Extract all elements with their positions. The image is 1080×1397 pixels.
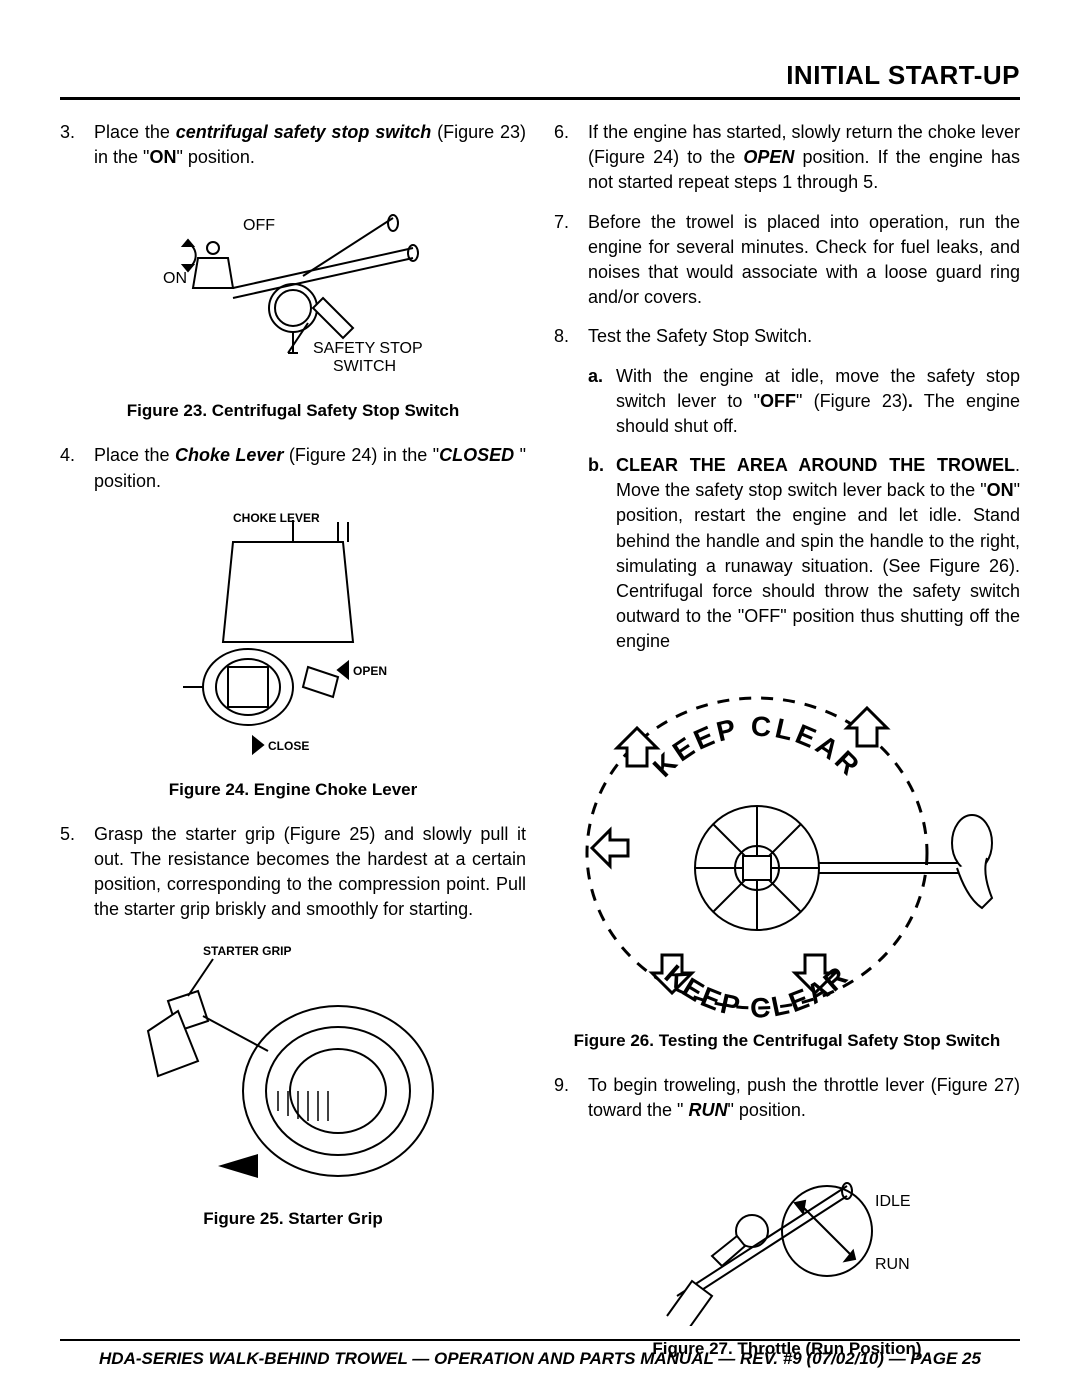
label-starter-grip: STARTER GRIP [203, 944, 291, 958]
content-columns: 3. Place the centrifugal safety stop swi… [60, 120, 1020, 1381]
term: ON [987, 480, 1014, 500]
sub-body: With the engine at idle, move the safety… [616, 364, 1020, 440]
step-body: Before the trowel is placed into operati… [588, 210, 1020, 311]
term: centrifugal safety stop switch [176, 122, 432, 142]
term: RUN [688, 1100, 727, 1120]
label-choke-lever: CHOKE LEVER [233, 512, 320, 525]
step-8b: b. CLEAR THE AREA AROUND THE TROWEL. Mov… [588, 453, 1020, 655]
text: " position. [727, 1100, 805, 1120]
label-idle: IDLE [875, 1193, 911, 1210]
keep-clear-top: KEEP CLEAR [647, 710, 867, 782]
label-close: CLOSE [268, 739, 309, 753]
svg-text:KEEP CLEAR: KEEP CLEAR [647, 710, 867, 782]
term: CLOSED [439, 445, 519, 465]
left-column: 3. Place the centrifugal safety stop swi… [60, 120, 526, 1381]
step-3: 3. Place the centrifugal safety stop swi… [60, 120, 526, 170]
step-8a: a. With the engine at idle, move the saf… [588, 364, 1020, 440]
step-number: 9. [554, 1073, 588, 1123]
step-9: 9. To begin troweling, push the throttle… [554, 1073, 1020, 1123]
step-body: Test the Safety Stop Switch. [588, 324, 1020, 349]
figure-24: CHOKE LEVER OPEN CLOSE Figure 24. Engine… [60, 512, 526, 800]
svg-text:KEEP CLEAR: KEEP CLEAR [659, 958, 856, 1017]
label-run: RUN [875, 1256, 910, 1273]
step-body: Place the Choke Lever (Figure 24) in the… [94, 443, 526, 493]
text: " position, restart the engine and let i… [616, 480, 1020, 651]
step-body: If the engine has started, slowly return… [588, 120, 1020, 196]
text: Place the [94, 445, 175, 465]
figure-26: KEEP CLEAR KEEP CLEAR Figure 26. Testing… [554, 673, 1020, 1051]
label-open: OPEN [353, 664, 387, 678]
step-number: 6. [554, 120, 588, 196]
figure-25-caption: Figure 25. Starter Grip [60, 1209, 526, 1229]
step-body: Grasp the starter grip (Figure 25) and s… [94, 822, 526, 923]
text: Place the [94, 122, 176, 142]
lead: CLEAR THE AREA AROUND THE TROWEL [616, 455, 1015, 475]
throttle-illustration: IDLE RUN [637, 1141, 937, 1326]
term: ON [149, 147, 176, 167]
label-switch: SWITCH [333, 358, 396, 375]
sub-body: CLEAR THE AREA AROUND THE TROWEL. Move t… [616, 453, 1020, 655]
step-7: 7. Before the trowel is placed into oper… [554, 210, 1020, 311]
page-footer: HDA-SERIES WALK-BEHIND TROWEL — OPERATIO… [60, 1339, 1020, 1369]
sub-label: a. [588, 364, 616, 440]
label-on: ON [163, 270, 187, 287]
sub-label: b. [588, 453, 616, 655]
figure-25: STARTER GRIP Figure 25. Starter Grip [60, 941, 526, 1229]
term: OFF [760, 391, 796, 411]
step-body: Place the centrifugal safety stop switch… [94, 120, 526, 170]
step-number: 5. [60, 822, 94, 923]
right-column: 6. If the engine has started, slowly ret… [554, 120, 1020, 1381]
text: (Figure 24) in the " [283, 445, 439, 465]
figure-26-caption: Figure 26. Testing the Centrifugal Safet… [554, 1031, 1020, 1051]
label-safety-stop: SAFETY STOP [313, 340, 423, 357]
safety-switch-illustration: OFF ON SAFETY STOP SWITCH [133, 188, 453, 388]
step-6: 6. If the engine has started, slowly ret… [554, 120, 1020, 196]
step-8: 8. Test the Safety Stop Switch. [554, 324, 1020, 349]
choke-lever-illustration: CHOKE LEVER OPEN CLOSE [143, 512, 443, 767]
figure-27: IDLE RUN Figure 27. Throttle (Run Positi… [554, 1141, 1020, 1359]
term: Choke Lever [175, 445, 284, 465]
keep-clear-bottom: KEEP CLEAR [659, 958, 856, 1017]
step-number: 4. [60, 443, 94, 493]
starter-grip-illustration: STARTER GRIP [128, 941, 458, 1196]
label-off: OFF [243, 217, 275, 234]
figure-23-caption: Figure 23. Centrifugal Safety Stop Switc… [60, 401, 526, 421]
step-number: 7. [554, 210, 588, 311]
step-number: 3. [60, 120, 94, 170]
step-number: 8. [554, 324, 588, 349]
step-5: 5. Grasp the starter grip (Figure 25) an… [60, 822, 526, 923]
keep-clear-illustration: KEEP CLEAR KEEP CLEAR [567, 673, 1007, 1018]
text: " position. [176, 147, 254, 167]
term: OPEN [743, 147, 794, 167]
figure-24-caption: Figure 24. Engine Choke Lever [60, 780, 526, 800]
step-body: To begin troweling, push the throttle le… [588, 1073, 1020, 1123]
step-4: 4. Place the Choke Lever (Figure 24) in … [60, 443, 526, 493]
page-title: INITIAL START-UP [60, 60, 1020, 100]
text: " (Figure 23) [796, 391, 908, 411]
figure-23: OFF ON SAFETY STOP SWITCH Figure 23. Cen… [60, 188, 526, 421]
